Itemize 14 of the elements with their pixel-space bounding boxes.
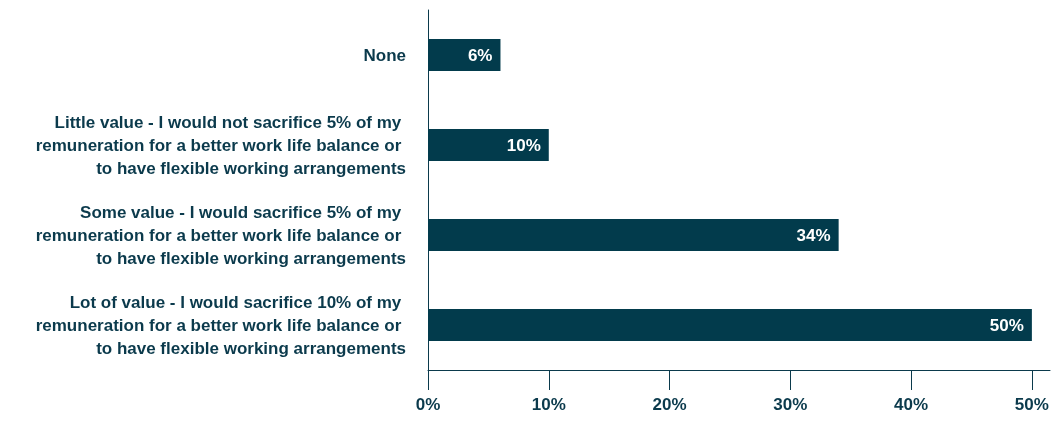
data-label: 34% — [796, 225, 831, 245]
data-label: 50% — [989, 315, 1024, 335]
y-tick-label: None — [363, 45, 406, 65]
data-label: 10% — [506, 135, 541, 155]
y-tick-label: Lot of value - I would sacrifice 10% of my remuneration for a better work life balance or to have flexible working arrangements — [35, 292, 406, 358]
x-tick-label: 10% — [531, 395, 566, 414]
x-tick-label: 20% — [652, 395, 687, 414]
x-tick-label: 40% — [894, 395, 929, 414]
x-tick-label: 0% — [415, 395, 441, 414]
x-tick-label: 50% — [1014, 395, 1049, 414]
y-tick-label: Little value - I would not sacrifice 5% of my remuneration for a better work life balance or to have flexible working arrangements — [35, 112, 406, 178]
x-tick-label: 30% — [773, 395, 808, 414]
y-tick-label: Some value - I would sacrifice 5% of my remuneration for a better work life balance or to have flexible working arrangements — [35, 202, 406, 268]
data-label: 6% — [467, 45, 493, 65]
